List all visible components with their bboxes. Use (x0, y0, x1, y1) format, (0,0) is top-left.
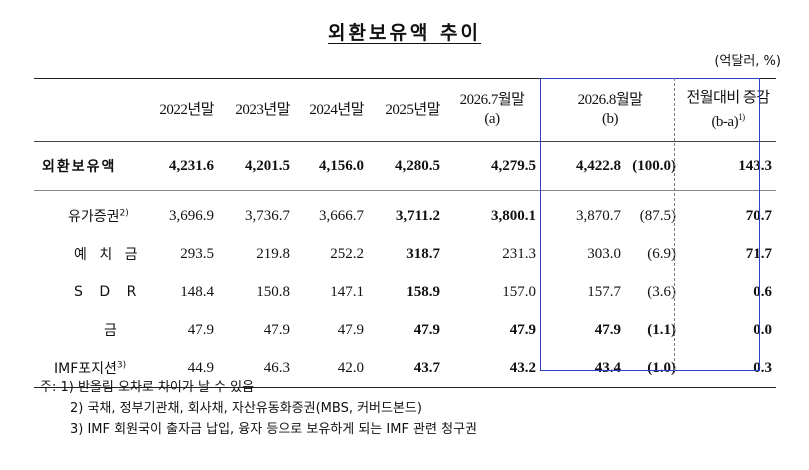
header-empty (34, 78, 146, 142)
cell: 303.0 (587, 245, 621, 262)
row-label: 유가증권2) (68, 208, 129, 225)
reserves-table: 2022년말 2023년말 2024년말 2025년말 2026.7월말 (a) … (34, 78, 777, 388)
header-row: 2022년말 2023년말 2024년말 2025년말 2026.7월말 (a) … (34, 78, 777, 142)
table-row: 예 치 금 293.5 219.8 252.2 318.7 231.3 303.… (34, 235, 776, 273)
cell: 4,422.8 (540, 141, 625, 191)
cell: 3,736.7 (245, 207, 290, 224)
cell: 293.5 (180, 245, 214, 262)
cell-share: (1.0) (625, 349, 681, 388)
header-2024: 2024년말 (294, 78, 368, 142)
cell: 4,279.5 (444, 141, 540, 191)
cell: 4,280.5 (368, 141, 444, 191)
cell: 46.3 (218, 349, 294, 388)
header-current-month: 2026.8월말 (b) (540, 78, 681, 142)
cell: 157.7 (587, 283, 621, 300)
cell: 318.7 (406, 245, 440, 262)
cell: 219.8 (256, 245, 290, 262)
header-2025: 2025년말 (368, 78, 444, 142)
page-title: 외환보유액 추이 (328, 22, 481, 44)
cell: 3,800.1 (491, 207, 536, 224)
table-row: 금 47.9 47.9 47.9 47.9 47.9 47.9 (1.1) 0.… (34, 311, 776, 349)
cell-share: (87.5) (639, 207, 677, 224)
table-row-total: 외환보유액 4,231.6 4,201.5 4,156.0 4,280.5 4,… (34, 141, 777, 191)
cell: 43.4 (540, 349, 625, 388)
cell: 44.9 (146, 349, 218, 388)
footnote-1: 주: 1) 반올림 오차로 차이가 날 수 있음 (40, 380, 255, 395)
cell-share: (100.0) (625, 141, 681, 191)
cell: 47.9 (337, 321, 364, 338)
cell: 47.9 (594, 321, 621, 338)
cell: 3,711.2 (395, 207, 440, 224)
cell: 3,696.9 (169, 207, 214, 224)
cell-change: 70.7 (745, 207, 773, 224)
header-change: 전월대비 증감 (b-a)1) (680, 78, 777, 142)
row-label: 외환보유액 (34, 141, 146, 191)
cell: 150.8 (256, 283, 290, 300)
cell: 42.0 (294, 349, 368, 388)
row-label: S D R (74, 284, 143, 300)
header-2023: 2023년말 (218, 78, 294, 142)
cell: 3,870.7 (576, 207, 621, 224)
row-label: IMF포지션3) (34, 349, 146, 388)
cell-share: (3.6) (647, 283, 677, 300)
row-label: 금 (104, 323, 117, 339)
cell: 47.9 (187, 321, 214, 338)
cell: 4,231.6 (146, 141, 218, 191)
cell: 4,201.5 (218, 141, 294, 191)
cell-share: (6.9) (647, 245, 677, 262)
header-2022: 2022년말 (146, 78, 218, 142)
cell: 231.3 (502, 245, 536, 262)
cell: 47.9 (509, 321, 536, 338)
cell: 43.2 (444, 349, 540, 388)
cell-change: 0.6 (753, 283, 773, 300)
cell: 158.9 (406, 283, 440, 300)
cell: 47.9 (413, 321, 440, 338)
footnote-2: 2) 국채, 정부기관채, 회사채, 자산유동화증권(MBS, 커버드본드) (70, 401, 422, 416)
table-row: 유가증권2) 3,696.9 3,736.7 3,666.7 3,711.2 3… (34, 191, 776, 236)
cell: 157.0 (502, 283, 536, 300)
header-prev-month: 2026.7월말 (a) (444, 78, 540, 142)
change-column-divider (674, 78, 675, 371)
table-row: S D R 148.4 150.8 147.1 158.9 157.0 157.… (34, 273, 776, 311)
row-label: 예 치 금 (74, 247, 142, 263)
footnotes: 주: 1) 반올림 오차로 차이가 날 수 있음 2) 국채, 정부기관채, 회… (40, 377, 477, 440)
cell-change: 71.7 (745, 245, 773, 262)
cell: 147.1 (330, 283, 364, 300)
cell: 252.2 (330, 245, 364, 262)
cell: 4,156.0 (294, 141, 368, 191)
cell-change: 0.0 (753, 321, 773, 338)
cell: 43.7 (368, 349, 444, 388)
cell-share: (1.1) (647, 321, 677, 338)
cell: 148.4 (180, 283, 214, 300)
cell: 47.9 (263, 321, 290, 338)
footnote-3: 3) IMF 회원국이 출자금 납입, 융자 등으로 보유하게 되는 IMF 관… (70, 422, 477, 437)
cell-change: 143.3 (680, 141, 777, 191)
table-row: IMF포지션3) 44.9 46.3 42.0 43.7 43.2 43.4 (… (34, 349, 777, 388)
cell-change: 0.3 (680, 349, 777, 388)
cell: 3,666.7 (319, 207, 364, 224)
unit-label: (억달러, %) (714, 54, 781, 69)
